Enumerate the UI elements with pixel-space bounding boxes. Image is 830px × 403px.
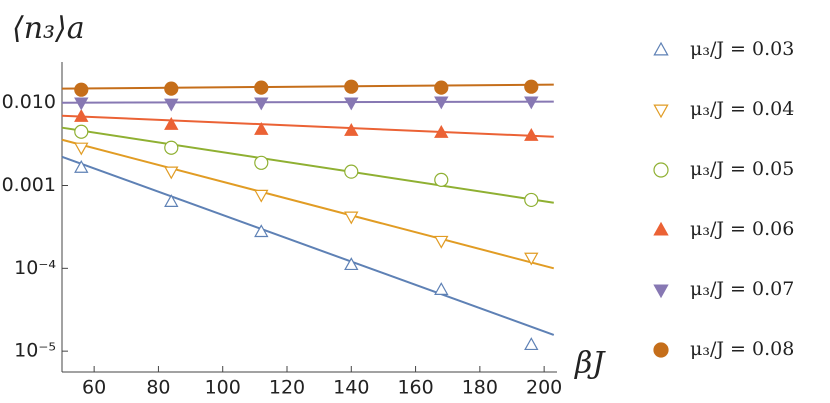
marker [74, 159, 89, 173]
fit-line [61, 138, 555, 270]
marker [434, 282, 449, 295]
fit-line [61, 100, 554, 104]
x-tick-label: 140 [333, 377, 369, 399]
legend-marker [653, 162, 669, 178]
y-axis-label: ⟨n₃⟩a [12, 11, 85, 46]
marker [344, 79, 359, 94]
marker [74, 142, 89, 156]
legend-label: μ₃/J = 0.06 [690, 218, 794, 240]
legend-marker [653, 284, 669, 299]
legend-marker [653, 104, 669, 119]
y-tick-label: 0.010 [2, 91, 56, 113]
x-tick-label: 100 [205, 377, 241, 399]
marker [74, 97, 89, 111]
marker [524, 192, 539, 208]
legend-marker [653, 221, 669, 236]
marker [434, 235, 449, 249]
x-tick-label: 200 [526, 377, 562, 399]
marker [254, 155, 269, 170]
marker [524, 252, 539, 266]
marker [254, 97, 269, 111]
fit-line [61, 155, 555, 336]
marker [254, 121, 269, 135]
fit-line [61, 126, 554, 204]
marker [254, 80, 269, 95]
marker [434, 124, 449, 138]
y-tick-label: 10⁻⁵ [14, 340, 56, 362]
marker [434, 96, 449, 110]
marker [164, 81, 179, 96]
marker [74, 108, 89, 122]
legend-marker [653, 41, 669, 56]
legend-marker [653, 342, 669, 358]
legend-label: μ₃/J = 0.03 [690, 38, 794, 60]
fit-line [61, 83, 554, 90]
marker [524, 337, 539, 351]
marker [524, 79, 539, 94]
marker [164, 166, 179, 180]
y-tick-label: 0.001 [2, 174, 56, 196]
x-tick-label: 60 [82, 377, 106, 399]
legend-label: μ₃/J = 0.05 [690, 158, 794, 180]
y-tick-label: 10⁻⁴ [14, 257, 56, 279]
marker [74, 124, 89, 139]
marker [164, 116, 179, 130]
marker [254, 224, 269, 238]
x-tick-label: 160 [397, 377, 433, 399]
fit-line [61, 114, 554, 138]
x-tick-label: 120 [269, 377, 305, 399]
marker [344, 257, 359, 271]
marker [254, 189, 269, 203]
marker [524, 128, 539, 141]
marker [344, 123, 359, 136]
legend-label: μ₃/J = 0.08 [690, 338, 794, 360]
marker [434, 172, 449, 187]
marker [434, 80, 449, 95]
marker [344, 164, 359, 179]
marker [524, 96, 539, 110]
marker [164, 98, 179, 112]
marker [74, 82, 89, 97]
legend-label: μ₃/J = 0.07 [690, 278, 794, 300]
marker [164, 194, 179, 207]
x-axis-label: βJ [574, 346, 606, 381]
marker [344, 211, 359, 225]
legend-label: μ₃/J = 0.04 [690, 98, 794, 120]
marker [164, 140, 179, 155]
marker [344, 97, 359, 111]
x-tick-label: 80 [146, 377, 170, 399]
x-tick-label: 180 [462, 377, 498, 399]
